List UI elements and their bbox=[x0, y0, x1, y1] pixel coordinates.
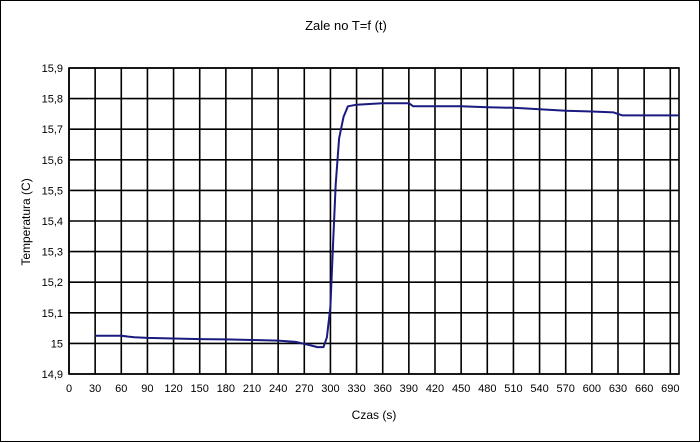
y-tick-label: 14,9 bbox=[42, 369, 63, 381]
y-tick-label: 15,6 bbox=[42, 155, 63, 167]
x-tick-label: 330 bbox=[347, 383, 365, 395]
x-tick-label: 480 bbox=[478, 383, 496, 395]
x-tick-label: 600 bbox=[583, 383, 601, 395]
chart-title: Zale no T=f (t) bbox=[305, 18, 387, 33]
y-tick-label: 15,3 bbox=[42, 247, 63, 259]
y-tick-labels: 14,9 15 15,1 15,2 15,3 15,4 15,5 15,6 15,7 15,8 15… bbox=[42, 63, 63, 381]
series-line-0 bbox=[95, 102, 679, 349]
x-tick-label: 420 bbox=[426, 383, 444, 395]
y-tick-label: 15,1 bbox=[42, 308, 63, 320]
y-tick-label: 15,4 bbox=[42, 216, 63, 228]
x-tick-label: 540 bbox=[530, 383, 548, 395]
x-tick-label: 270 bbox=[295, 383, 313, 395]
y-tick-label: 15,7 bbox=[42, 124, 63, 136]
x-tick-label: 0 bbox=[66, 383, 72, 395]
x-tick-label: 120 bbox=[164, 383, 182, 395]
x-tick-label: 360 bbox=[374, 383, 392, 395]
y-tick-label: 15,5 bbox=[42, 185, 63, 197]
plot-area-border bbox=[68, 67, 680, 375]
x-axis-title: Czas (s) bbox=[352, 408, 397, 422]
x-tick-label: 210 bbox=[243, 383, 261, 395]
x-tick-label: 240 bbox=[269, 383, 287, 395]
y-tick-label: 15,2 bbox=[42, 277, 63, 289]
x-tick-label: 150 bbox=[191, 383, 209, 395]
x-tick-label: 180 bbox=[217, 383, 235, 395]
grid bbox=[68, 67, 680, 375]
x-tick-labels: 0 30 60 90 120 150 180 210 240 270 300 330 360 390 420… bbox=[66, 383, 680, 395]
series-layer bbox=[95, 102, 679, 349]
x-tick-label: 60 bbox=[115, 383, 127, 395]
x-tick-label: 510 bbox=[504, 383, 522, 395]
x-tick-label: 570 bbox=[557, 383, 575, 395]
y-tick-label: 15 bbox=[51, 338, 63, 350]
x-tick-label: 450 bbox=[452, 383, 470, 395]
x-tick-label: 300 bbox=[321, 383, 339, 395]
x-tick-label: 30 bbox=[89, 383, 101, 395]
y-tick-label: 15,9 bbox=[42, 63, 63, 75]
x-tick-label: 690 bbox=[661, 383, 679, 395]
x-tick-label: 630 bbox=[609, 383, 627, 395]
y-axis-title: Temperatura (C) bbox=[19, 178, 33, 265]
x-tick-label: 390 bbox=[400, 383, 418, 395]
x-tick-label: 660 bbox=[635, 383, 653, 395]
y-tick-label: 15,8 bbox=[42, 94, 63, 106]
x-tick-label: 90 bbox=[141, 383, 153, 395]
